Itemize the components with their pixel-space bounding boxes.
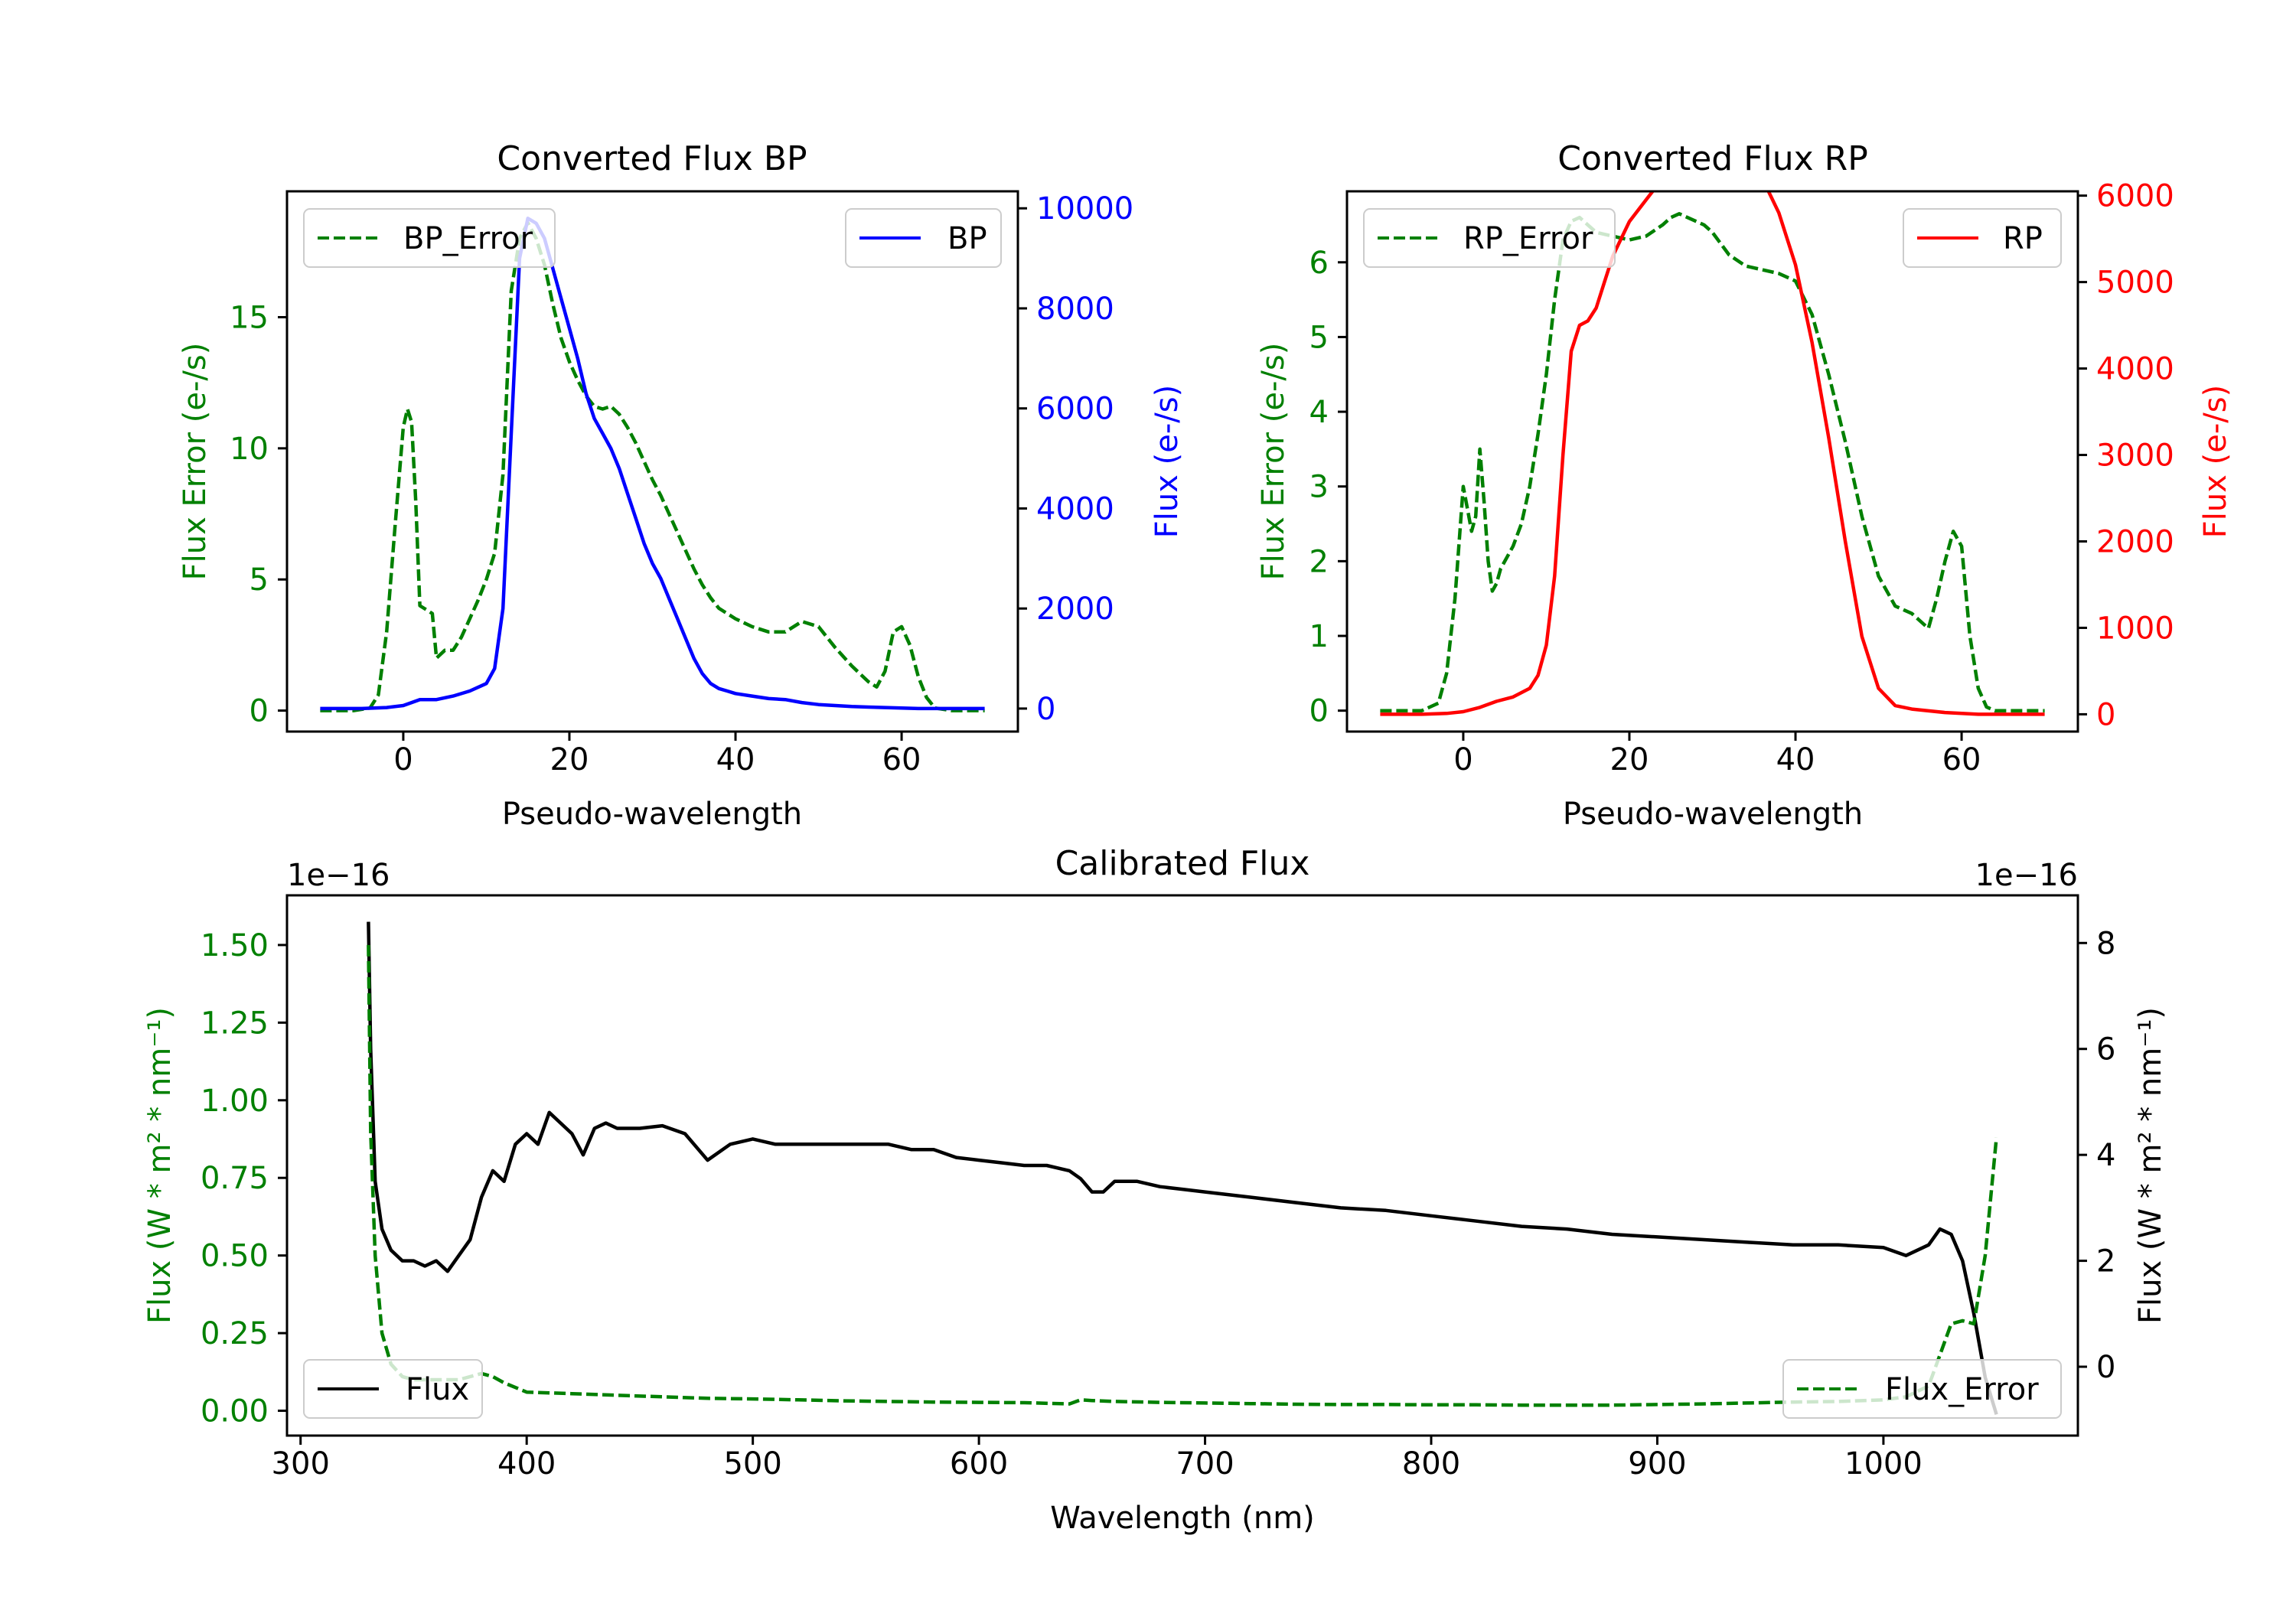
rp-x-axis-label: Pseudo-wavelength bbox=[1563, 797, 1863, 832]
bp-error-legend: BP_Error bbox=[303, 208, 556, 268]
rp-left-axis-label: Flux Error (e-/s) bbox=[1256, 343, 1291, 581]
rp-right-y-tick-label: 6000 bbox=[2096, 179, 2174, 214]
rp-right-y-tick-label: 1000 bbox=[2096, 611, 2174, 646]
calibrated-ticks: 300 400 500 600 700 800 900 1000 0.00 0.25 0.50 0.7… bbox=[201, 926, 2116, 1482]
rp-legend: RP bbox=[1903, 208, 2062, 268]
bp-x-tick-label: 40 bbox=[716, 742, 755, 777]
rp-chart: Converted Flux RP 0 20 40 60012345601000200… bbox=[1256, 139, 2233, 832]
calibrated-left-axis-label: Flux (W * m² * nm⁻¹) bbox=[142, 1007, 178, 1324]
cal-left-y-tick-label: 0.75 bbox=[201, 1161, 269, 1196]
rp-left-y-tick-label: 1 bbox=[1309, 619, 1329, 654]
cal-right-y-tick-label: 4 bbox=[2096, 1138, 2115, 1173]
cal-x-tick-label: 400 bbox=[497, 1446, 556, 1482]
bp-error-legend-label: BP_Error bbox=[403, 221, 533, 256]
bp-series-bp bbox=[320, 217, 985, 711]
bp-left-y-tick-label: 5 bbox=[249, 562, 269, 598]
bp-right-y-tick-label: 4000 bbox=[1036, 491, 1114, 526]
cal-x-tick-label: 600 bbox=[950, 1446, 1008, 1482]
calibrated-axes-frame bbox=[285, 894, 2079, 1437]
bp-plot-layer bbox=[320, 217, 985, 712]
calibrated-flux-error-legend: Flux_Error bbox=[1782, 1359, 2062, 1419]
cal-right-y-tick-label: 2 bbox=[2096, 1244, 2115, 1279]
rp-right-y-tick-label: 3000 bbox=[2096, 438, 2174, 474]
cal-left-y-tick-label: 1.00 bbox=[201, 1084, 269, 1119]
rp-left-y-tick-label: 0 bbox=[1309, 694, 1329, 729]
bp-right-y-tick-label: 0 bbox=[1036, 692, 1055, 727]
bp-legend-label: BP bbox=[947, 221, 987, 256]
rp-error-legend: RP_Error bbox=[1363, 208, 1616, 268]
calibrated-x-axis-label: Wavelength (nm) bbox=[1050, 1501, 1315, 1536]
bp-left-y-tick-label: 10 bbox=[230, 432, 269, 467]
bp-series-bp-error bbox=[320, 220, 985, 712]
rp-title: Converted Flux RP bbox=[1557, 139, 1868, 178]
bp-x-tick-label: 0 bbox=[393, 742, 413, 777]
cal-x-tick-label: 300 bbox=[272, 1446, 330, 1482]
cal-x-tick-label: 500 bbox=[723, 1446, 781, 1482]
rp-series-rp bbox=[1380, 191, 2045, 716]
bp-x-tick-label: 20 bbox=[550, 742, 589, 777]
rp-left-y-tick-label: 2 bbox=[1309, 544, 1329, 579]
calibrated-flux-legend-label: Flux bbox=[406, 1372, 469, 1407]
bp-x-tick-label: 60 bbox=[882, 742, 921, 777]
bp-right-y-tick-label: 10000 bbox=[1036, 191, 1133, 227]
bp-right-y-tick-label: 2000 bbox=[1036, 592, 1114, 627]
bp-left-y-tick-label: 15 bbox=[230, 301, 269, 336]
rp-legend-label: RP bbox=[2003, 221, 2043, 256]
calibrated-right-axis-label: Flux (W * m² * nm⁻¹) bbox=[2133, 1007, 2168, 1324]
calibrated-right-offset-label: 1e−16 bbox=[1975, 858, 2078, 893]
bp-ticks: 0 20 40 60 0 5 10 15 0 2000 4000 6000 8000 10000 bbox=[230, 191, 1133, 777]
rp-right-axis-label: Flux (e-/s) bbox=[2198, 385, 2233, 538]
cal-x-tick-label: 900 bbox=[1628, 1446, 1686, 1482]
rp-right-y-tick-label: 4000 bbox=[2096, 352, 2174, 387]
cal-left-y-tick-label: 1.50 bbox=[201, 928, 269, 963]
cal-left-y-tick-label: 1.25 bbox=[201, 1006, 269, 1041]
bp-right-axis-label: Flux (e-/s) bbox=[1150, 385, 1185, 538]
rp-left-y-tick-label: 3 bbox=[1309, 470, 1329, 505]
calibrated-title: Calibrated Flux bbox=[1055, 844, 1310, 883]
calibrated-chart: Calibrated Flux 1e−16 1e−16 300 400 500 600… bbox=[142, 844, 2168, 1536]
rp-x-tick-label: 60 bbox=[1942, 742, 1981, 777]
bp-right-y-tick-label: 6000 bbox=[1036, 392, 1114, 427]
cal-left-y-tick-label: 0.50 bbox=[201, 1239, 269, 1274]
rp-x-tick-label: 40 bbox=[1776, 742, 1815, 777]
calibrated-left-offset-label: 1e−16 bbox=[287, 858, 390, 893]
bp-left-axis-label: Flux Error (e-/s) bbox=[178, 343, 213, 581]
rp-left-y-tick-label: 6 bbox=[1309, 246, 1329, 281]
bp-legend: BP bbox=[845, 208, 1002, 268]
cal-x-tick-label: 1000 bbox=[1844, 1446, 1923, 1482]
rp-x-tick-label: 0 bbox=[1453, 742, 1473, 777]
bp-title: Converted Flux BP bbox=[497, 139, 807, 178]
cal-right-y-tick-label: 6 bbox=[2096, 1032, 2115, 1068]
cal-x-tick-label: 700 bbox=[1176, 1446, 1234, 1482]
rp-right-y-tick-label: 5000 bbox=[2096, 266, 2174, 301]
rp-left-y-tick-label: 4 bbox=[1309, 395, 1329, 430]
bp-x-axis-label: Pseudo-wavelength bbox=[502, 797, 802, 832]
cal-left-y-tick-label: 0.25 bbox=[201, 1316, 269, 1351]
rp-plot-layer bbox=[1380, 191, 2045, 716]
rp-left-y-tick-label: 5 bbox=[1309, 320, 1329, 355]
bp-axes-frame bbox=[285, 190, 1019, 733]
rp-axes-frame bbox=[1345, 190, 2079, 733]
rp-series-rp-error bbox=[1380, 212, 2045, 712]
cal-right-y-tick-label: 0 bbox=[2096, 1350, 2115, 1385]
bp-right-y-tick-label: 8000 bbox=[1036, 292, 1114, 327]
cal-left-y-tick-label: 0.00 bbox=[201, 1394, 269, 1429]
bp-chart: Converted Flux BP 0 20 40 60 0 5 10 15 0 2000 4000… bbox=[178, 139, 1185, 832]
calibrated-flux-legend: Flux bbox=[303, 1359, 483, 1419]
cal-series-flux bbox=[367, 921, 1998, 1415]
rp-right-y-tick-label: 2000 bbox=[2096, 524, 2174, 559]
rp-right-y-tick-label: 0 bbox=[2096, 697, 2115, 732]
cal-right-y-tick-label: 8 bbox=[2096, 926, 2115, 961]
rp-error-legend-label: RP_Error bbox=[1463, 221, 1593, 256]
calibrated-flux-error-legend-label: Flux_Error bbox=[1885, 1372, 2039, 1407]
cal-x-tick-label: 800 bbox=[1402, 1446, 1460, 1482]
bp-left-y-tick-label: 0 bbox=[249, 694, 269, 729]
rp-x-tick-label: 20 bbox=[1610, 742, 1649, 777]
